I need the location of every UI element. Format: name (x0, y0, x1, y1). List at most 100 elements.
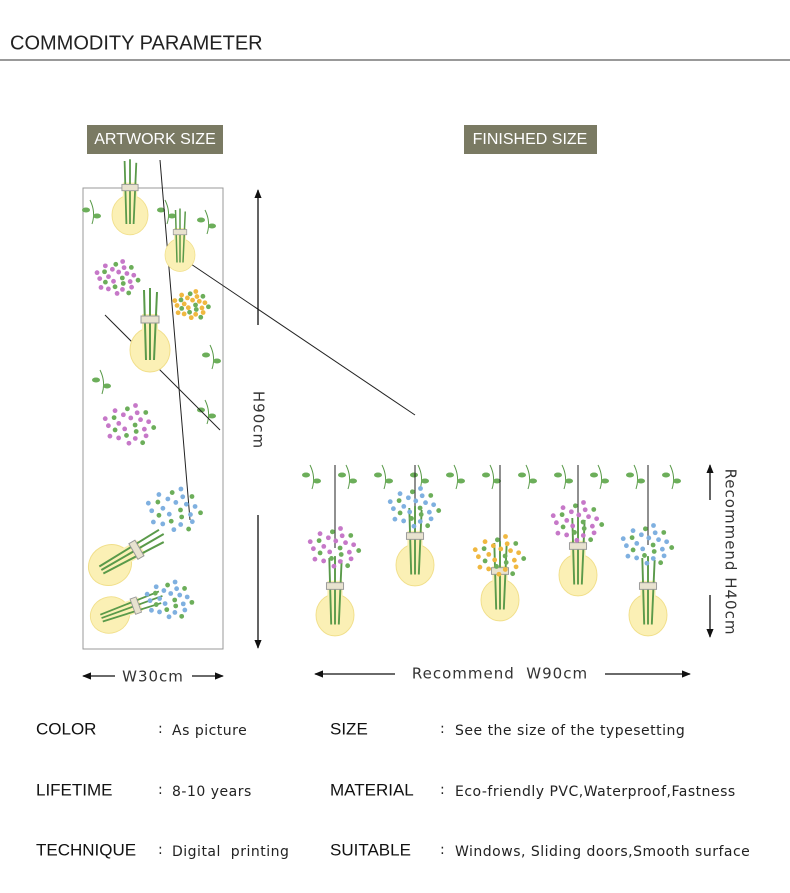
flower (181, 301, 187, 307)
flower (661, 530, 667, 535)
flower (337, 559, 343, 564)
flower (153, 584, 159, 590)
flower (112, 284, 118, 290)
flower (329, 556, 334, 561)
flower (638, 532, 644, 538)
string (104, 314, 221, 431)
flower (113, 261, 119, 267)
flower (581, 500, 586, 505)
flower (348, 556, 354, 562)
flower (120, 259, 126, 264)
flower (477, 564, 483, 570)
flower (128, 264, 134, 270)
page-title: COMMODITY PARAMETER (10, 32, 263, 54)
flower (189, 494, 195, 499)
flower (428, 516, 434, 522)
flower (143, 410, 149, 415)
leaf (662, 472, 670, 478)
leaf (385, 478, 393, 484)
flower (186, 526, 192, 532)
flower (396, 498, 402, 504)
flower (193, 289, 199, 294)
flower (650, 542, 656, 548)
flower (194, 294, 200, 299)
flower (200, 293, 206, 299)
flower (169, 490, 175, 495)
bulb (480, 541, 520, 622)
flower (129, 284, 134, 290)
flower (173, 500, 179, 505)
flower (321, 544, 327, 549)
flower (644, 560, 650, 566)
flower (157, 609, 162, 615)
flower (494, 564, 499, 569)
flower (634, 555, 640, 561)
flower (620, 536, 626, 542)
flower (559, 512, 565, 518)
leaf (482, 472, 490, 478)
flower (141, 426, 147, 432)
flower (572, 530, 577, 535)
flower (589, 523, 595, 529)
leaf (446, 472, 454, 478)
flower (521, 556, 527, 561)
flower (193, 302, 198, 308)
flower (588, 537, 594, 543)
flower (178, 297, 184, 303)
bulb (87, 528, 165, 587)
flower (102, 416, 108, 422)
flower (418, 512, 424, 517)
string (184, 259, 416, 416)
flower (516, 550, 522, 556)
param-value: 8-10 years (172, 784, 252, 800)
flower (178, 507, 183, 513)
flower (568, 509, 574, 515)
flower (642, 553, 647, 558)
flower (168, 591, 174, 596)
flower (112, 408, 118, 414)
leaf (202, 352, 210, 358)
flower (180, 601, 186, 607)
flower (325, 535, 331, 541)
leaf (82, 207, 90, 213)
flower (623, 543, 629, 549)
flower (109, 266, 115, 272)
flower (198, 314, 204, 320)
stems (143, 288, 158, 361)
flower (179, 292, 185, 298)
badge: ARTWORK SIZE (94, 131, 216, 148)
flower (581, 526, 587, 531)
flower (160, 521, 166, 527)
flower (179, 514, 185, 520)
flower (401, 518, 407, 524)
twine (172, 229, 188, 236)
vine (381, 464, 387, 490)
flower (120, 287, 125, 292)
twine (405, 532, 425, 540)
flower (151, 425, 157, 430)
vine (633, 464, 639, 490)
flower (188, 315, 194, 321)
flower (390, 506, 396, 512)
param-value: As picture (172, 723, 247, 739)
flower (106, 274, 111, 280)
flower (111, 278, 116, 284)
flower (189, 599, 195, 605)
flower (494, 537, 500, 543)
flower (120, 281, 126, 286)
flower (105, 423, 111, 429)
leaf (208, 413, 216, 419)
stems (641, 556, 656, 625)
flower (173, 603, 179, 609)
dimension: Recommend W90cm (412, 665, 588, 683)
flower (582, 507, 588, 513)
flower (116, 269, 122, 275)
flower (140, 440, 146, 446)
flower (152, 590, 158, 596)
flower (317, 531, 323, 537)
badge-bg (87, 125, 223, 154)
leaf (302, 472, 310, 478)
flower (625, 553, 631, 559)
vine (561, 464, 567, 490)
